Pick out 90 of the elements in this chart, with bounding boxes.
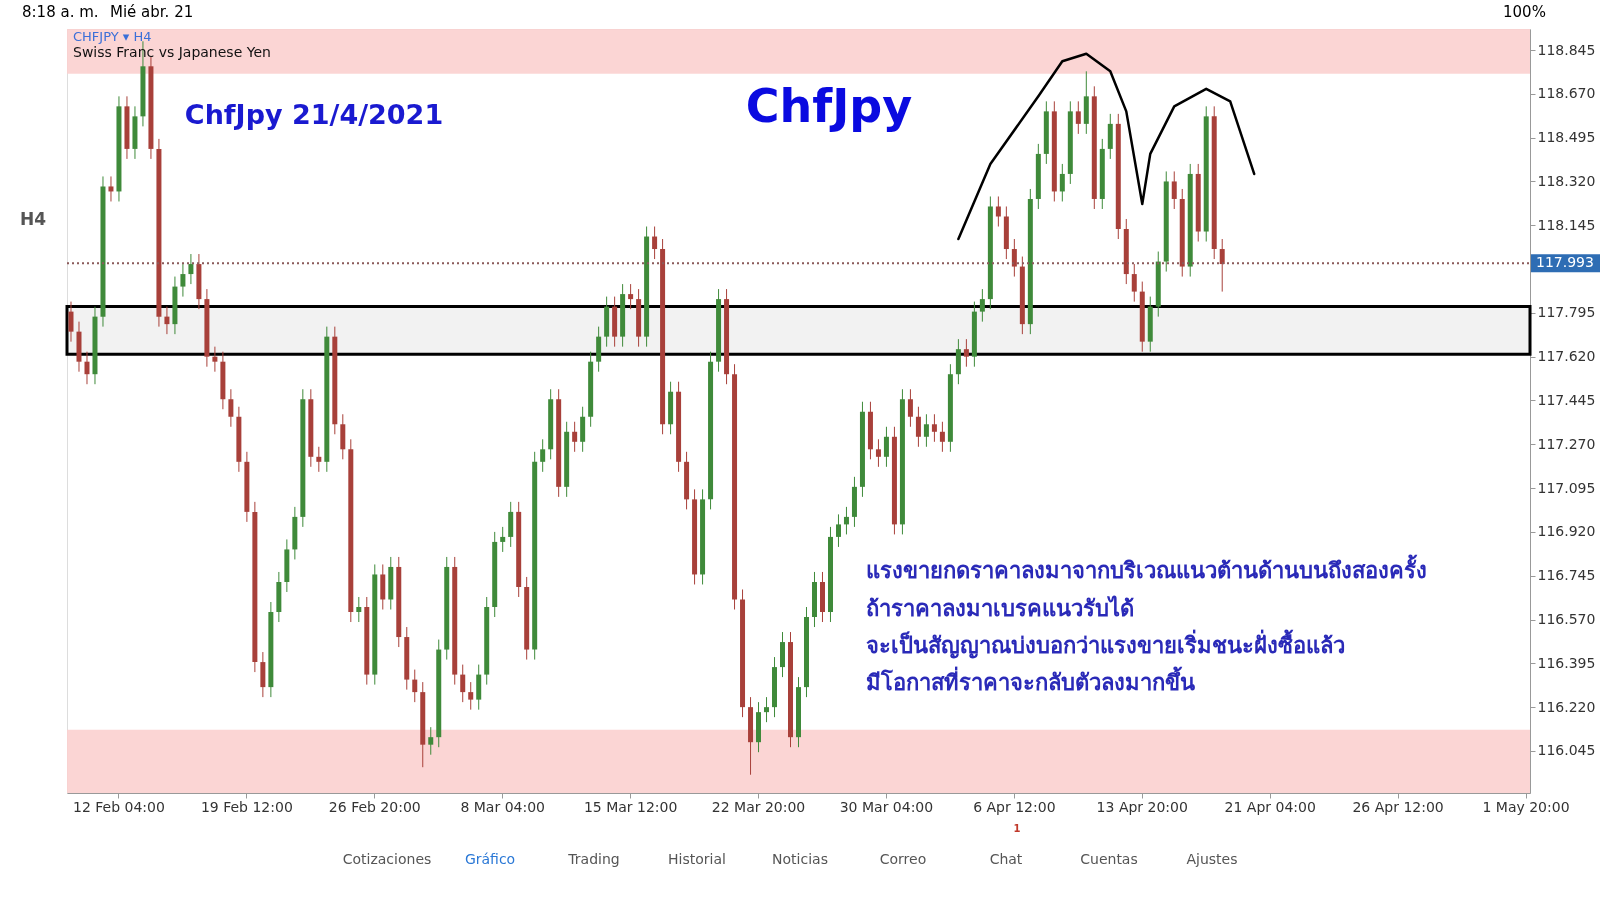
candlestick [68, 301, 74, 343]
candlestick [939, 421, 945, 453]
candlestick [164, 306, 170, 335]
x-tick-label: 19 Feb 12:00 [200, 798, 293, 815]
x-tick-label: 8 Mar 04:00 [460, 798, 545, 815]
candlestick [1075, 100, 1081, 135]
candlestick [1219, 238, 1225, 293]
text: Correo [879, 851, 927, 867]
candlestick [835, 513, 841, 548]
text: H4 [19, 209, 47, 229]
text: Ajustes [1186, 851, 1238, 867]
y-tick-label: 118.145 [1537, 216, 1596, 233]
y-tick-label: 117.445 [1537, 391, 1596, 408]
ref-line-label: 117.993 [1536, 254, 1594, 271]
y-tick-label: 118.670 [1537, 85, 1596, 102]
candlestick [540, 438, 546, 473]
text: Noticias [772, 851, 828, 867]
x-tick-label: 6 Apr 12:00 [973, 798, 1056, 815]
candlestick [108, 175, 114, 202]
text: Trading [567, 851, 620, 867]
candlestick [764, 696, 770, 723]
candlestick [875, 438, 881, 468]
candlestick [84, 351, 90, 385]
text: ChfJpy 21/4/2021 [184, 99, 444, 130]
x-tick-label: 1 May 20:00 [1482, 798, 1570, 815]
candlestick [1011, 238, 1017, 278]
x-tick-label: 13 Apr 20:00 [1096, 798, 1188, 815]
x-tick-label: 26 Apr 12:00 [1352, 798, 1444, 815]
y-tick-label: 116.220 [1537, 698, 1596, 715]
text: Cotizaciones [342, 851, 432, 867]
candlestick [923, 413, 929, 448]
candlestick [843, 506, 849, 535]
x-tick-label: 15 Mar 12:00 [583, 798, 678, 815]
annotation: แรงขายกดราคาลงมาจากบริเวณแนวต้านด้านบนถึงสองครั้ง [866, 554, 1427, 583]
annotation: จะเป็นสัญญาณบ่งบอกว่าแรงขายเริ่มชนะฝั่งซื้อแล้ว [866, 629, 1345, 659]
text: Cuentas [1080, 851, 1138, 867]
candlestick [500, 526, 506, 553]
candlestick [931, 413, 937, 443]
y-tick-label: 116.570 [1537, 611, 1596, 628]
candlestick [907, 388, 913, 428]
text: 8:18 a. m. [22, 3, 99, 21]
x-tick-label: 22 Mar 20:00 [711, 798, 806, 815]
candlestick [963, 338, 969, 368]
y-tick-label: 118.495 [1537, 129, 1596, 146]
y-tick-label: 117.620 [1537, 348, 1596, 365]
y-tick-label: 117.795 [1537, 304, 1596, 321]
candlestick [460, 664, 466, 703]
text: Historial [668, 851, 726, 867]
candlestick [1131, 263, 1137, 303]
candlestick [628, 283, 634, 310]
x-tick-label: 26 Feb 20:00 [328, 798, 421, 815]
text: 1 [1013, 823, 1021, 834]
y-tick-label: 118.320 [1537, 172, 1596, 189]
candlestick [228, 388, 234, 428]
y-tick-label: 117.270 [1537, 435, 1596, 452]
x-tick-label: 21 Apr 04:00 [1224, 798, 1316, 815]
candlestick [212, 346, 218, 373]
candlestick [915, 406, 921, 448]
candlestick [979, 288, 985, 323]
y-tick-label: 116.745 [1537, 567, 1596, 584]
text: 100% [1503, 3, 1546, 21]
annotation: Swiss Franc vs Japanese Yen [73, 44, 271, 60]
candlestick [572, 421, 578, 453]
candlestick [1171, 170, 1177, 210]
text: ChfJpy [745, 79, 913, 133]
candlestick [412, 669, 418, 703]
candlestick [1059, 163, 1065, 202]
candlestick [995, 195, 1001, 228]
candlestick [468, 681, 474, 711]
candlestick [652, 226, 658, 260]
candlestick [316, 446, 322, 473]
candlestick [356, 596, 362, 623]
annotation: CHFJPY ▾ H4 [73, 29, 152, 44]
text: Mié abr. 21 [110, 3, 194, 21]
candlestick [883, 426, 889, 468]
candlestick [428, 726, 434, 756]
x-tick-label: 30 Mar 04:00 [839, 798, 934, 815]
y-tick-label: 116.920 [1537, 523, 1596, 540]
annotation: ถ้าราคาลงมาเบรคแนวรับได้ [866, 595, 1134, 621]
annotation: มีโอกาสที่ราคาจะกลับตัวลงมากขึ้น [866, 666, 1195, 695]
text: Gráfico [464, 851, 516, 867]
y-tick-label: 118.845 [1537, 41, 1596, 58]
y-tick-label: 116.045 [1537, 742, 1596, 759]
line-series [957, 52, 1256, 241]
candlestick [188, 253, 194, 285]
text: Chat [989, 851, 1023, 867]
x-tick-label: 12 Feb 04:00 [73, 798, 165, 815]
y-tick-label: 116.395 [1537, 654, 1596, 671]
y-tick-label: 117.095 [1537, 479, 1596, 496]
candlestick [180, 263, 186, 298]
